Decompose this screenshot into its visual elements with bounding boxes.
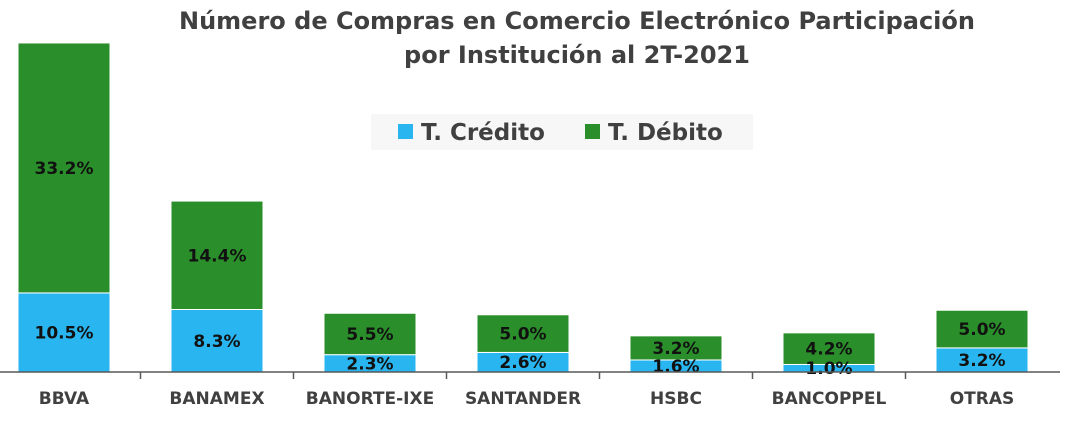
data-label-santander-debito: 5.0% <box>499 325 546 345</box>
data-label-otras-debito: 5.0% <box>958 320 1005 340</box>
x-axis-ticks-group: BBVA BANAMEX BANORTE-IXE SANTANDER HSBC BANCO… <box>39 372 1014 409</box>
data-label-bancoppel-credito: 1.0% <box>805 359 852 379</box>
data-label-otras-credito: 3.2% <box>958 351 1005 371</box>
bar-banamex-credito <box>170 309 264 373</box>
data-label-santander-credito: 2.6% <box>499 353 546 373</box>
data-label-hsbc-credito: 1.6% <box>652 357 699 377</box>
x-tick-label-bancoppel: BANCOPPEL <box>772 389 887 409</box>
bar-bancoppel-debito <box>782 332 876 365</box>
data-label-bbva-debito: 33.2% <box>35 159 94 179</box>
legend-label-debito: T. Débito <box>608 120 723 146</box>
data-label-hsbc-debito: 3.2% <box>652 339 699 359</box>
legend-swatch-debito <box>585 124 600 139</box>
bar-banorte-ixe-debito <box>323 312 417 356</box>
data-label-banorte-ixe-debito: 5.5% <box>346 325 393 345</box>
bar-bbva-credito <box>17 292 111 373</box>
x-tick-label-hsbc: HSBC <box>650 389 702 409</box>
data-label-bbva-credito: 10.5% <box>35 323 94 343</box>
data-label-bancoppel-debito: 4.2% <box>805 340 852 360</box>
data-label-banamex-credito: 8.3% <box>193 332 240 352</box>
legend: T. Crédito T. Débito <box>371 114 753 150</box>
x-tick-label-banorte-ixe: BANORTE-IXE <box>306 389 434 409</box>
data-labels-group: 10.5%33.2%8.3%14.4%2.3%5.5%2.6%5.0%1.6%3… <box>35 159 1006 379</box>
x-tick-label-otras: OTRAS <box>950 389 1015 409</box>
bar-bbva-debito <box>17 42 111 294</box>
bars-group <box>17 42 1029 373</box>
legend-background <box>371 114 753 150</box>
bar-santander-debito <box>476 314 570 353</box>
chart-title-line-2: por Institución al 2T-2021 <box>404 41 750 69</box>
legend-label-credito: T. Crédito <box>421 120 545 146</box>
legend-swatch-credito <box>398 124 413 139</box>
x-tick-label-banamex: BANAMEX <box>169 389 264 409</box>
data-label-banorte-ixe-credito: 2.3% <box>346 354 393 374</box>
data-label-banamex-debito: 14.4% <box>188 246 247 266</box>
bar-otras-debito <box>935 309 1029 349</box>
bar-hsbc-debito <box>629 335 723 361</box>
x-tick-label-santander: SANTANDER <box>465 389 581 409</box>
bar-banamex-debito <box>170 200 264 311</box>
x-tick-label-bbva: BBVA <box>39 389 90 409</box>
chart-title-line-1: Número de Compras en Comercio Electrónic… <box>179 7 975 35</box>
